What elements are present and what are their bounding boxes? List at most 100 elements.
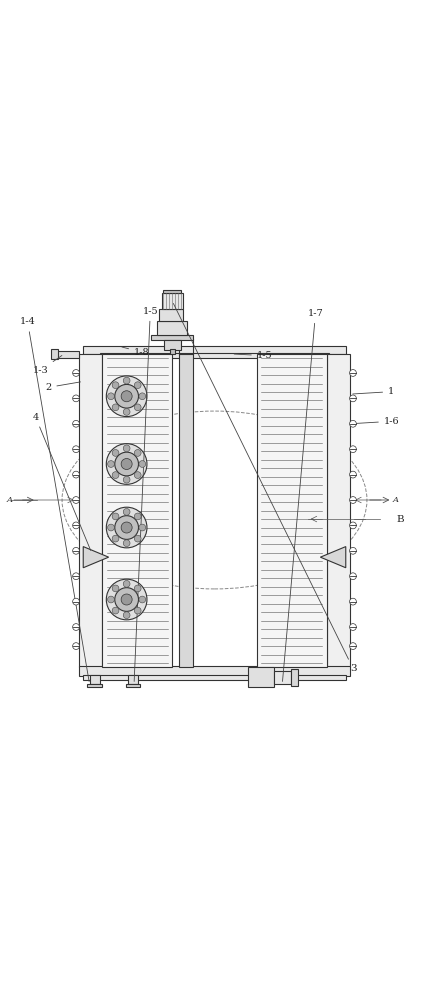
Circle shape xyxy=(112,607,119,614)
Circle shape xyxy=(106,507,147,548)
Circle shape xyxy=(73,624,79,630)
Circle shape xyxy=(139,596,146,603)
Circle shape xyxy=(115,452,139,476)
Circle shape xyxy=(112,450,119,456)
Polygon shape xyxy=(320,547,346,568)
Circle shape xyxy=(134,585,141,592)
Circle shape xyxy=(123,445,130,452)
Text: 1-5: 1-5 xyxy=(134,307,158,681)
Bar xyxy=(88,684,102,687)
Polygon shape xyxy=(83,547,109,568)
Bar xyxy=(164,340,181,350)
Circle shape xyxy=(73,471,79,478)
Circle shape xyxy=(115,516,139,539)
Circle shape xyxy=(139,393,146,400)
Bar xyxy=(327,354,350,667)
Bar xyxy=(274,671,291,684)
Circle shape xyxy=(108,596,115,603)
Circle shape xyxy=(350,598,356,605)
Text: A: A xyxy=(7,496,13,504)
Circle shape xyxy=(73,573,79,580)
Circle shape xyxy=(108,461,115,467)
Circle shape xyxy=(73,522,79,529)
Bar xyxy=(160,309,183,321)
Circle shape xyxy=(134,404,141,411)
Bar xyxy=(51,349,58,359)
Bar xyxy=(248,667,274,687)
Circle shape xyxy=(123,580,130,587)
Circle shape xyxy=(350,395,356,402)
Circle shape xyxy=(134,535,141,542)
Circle shape xyxy=(123,540,130,547)
Bar xyxy=(257,354,327,667)
Circle shape xyxy=(106,579,147,620)
Circle shape xyxy=(350,522,356,529)
Circle shape xyxy=(73,497,79,503)
Circle shape xyxy=(350,624,356,630)
Circle shape xyxy=(121,522,132,533)
Circle shape xyxy=(73,547,79,554)
Circle shape xyxy=(123,377,130,384)
Bar xyxy=(128,675,138,684)
Circle shape xyxy=(108,524,115,531)
Bar xyxy=(56,351,79,358)
Bar xyxy=(162,293,183,309)
Circle shape xyxy=(73,598,79,605)
Circle shape xyxy=(112,585,119,592)
Text: 1-8: 1-8 xyxy=(122,347,150,357)
Text: 1-5: 1-5 xyxy=(234,351,272,360)
Circle shape xyxy=(123,409,130,415)
Circle shape xyxy=(106,376,147,417)
Circle shape xyxy=(134,607,141,614)
Circle shape xyxy=(350,547,356,554)
Text: 4: 4 xyxy=(33,413,91,550)
Bar xyxy=(102,354,172,667)
Circle shape xyxy=(115,384,139,408)
Bar xyxy=(126,684,140,687)
Circle shape xyxy=(123,508,130,515)
Circle shape xyxy=(139,461,146,467)
Circle shape xyxy=(121,391,132,402)
Circle shape xyxy=(134,513,141,520)
Circle shape xyxy=(112,404,119,411)
Circle shape xyxy=(350,471,356,478)
Text: 2: 2 xyxy=(45,382,81,392)
Bar xyxy=(83,346,346,354)
Circle shape xyxy=(108,393,115,400)
Bar xyxy=(79,354,102,667)
Bar xyxy=(178,354,193,667)
Text: 3: 3 xyxy=(173,303,356,673)
Bar xyxy=(79,666,350,676)
Circle shape xyxy=(134,450,141,456)
Circle shape xyxy=(112,472,119,478)
Circle shape xyxy=(73,643,79,649)
Text: 1-6: 1-6 xyxy=(353,417,399,426)
Circle shape xyxy=(73,370,79,376)
Text: A: A xyxy=(393,496,399,504)
Circle shape xyxy=(112,382,119,389)
Circle shape xyxy=(350,446,356,453)
Circle shape xyxy=(123,612,130,619)
Circle shape xyxy=(115,588,139,611)
Bar xyxy=(163,290,181,293)
Text: 1-3: 1-3 xyxy=(33,355,62,375)
Text: 1-4: 1-4 xyxy=(20,317,89,681)
Bar xyxy=(151,335,193,340)
Circle shape xyxy=(350,420,356,427)
Circle shape xyxy=(73,395,79,402)
Text: 1: 1 xyxy=(353,387,394,396)
Circle shape xyxy=(112,535,119,542)
Circle shape xyxy=(106,444,147,484)
Circle shape xyxy=(350,643,356,649)
Circle shape xyxy=(134,472,141,478)
Circle shape xyxy=(73,420,79,427)
Circle shape xyxy=(134,382,141,389)
Bar xyxy=(157,321,187,335)
Circle shape xyxy=(350,370,356,376)
Text: 1-7: 1-7 xyxy=(283,309,323,681)
Circle shape xyxy=(73,446,79,453)
Bar xyxy=(170,349,175,354)
Bar xyxy=(291,669,298,686)
Circle shape xyxy=(350,497,356,503)
Bar xyxy=(83,675,346,680)
